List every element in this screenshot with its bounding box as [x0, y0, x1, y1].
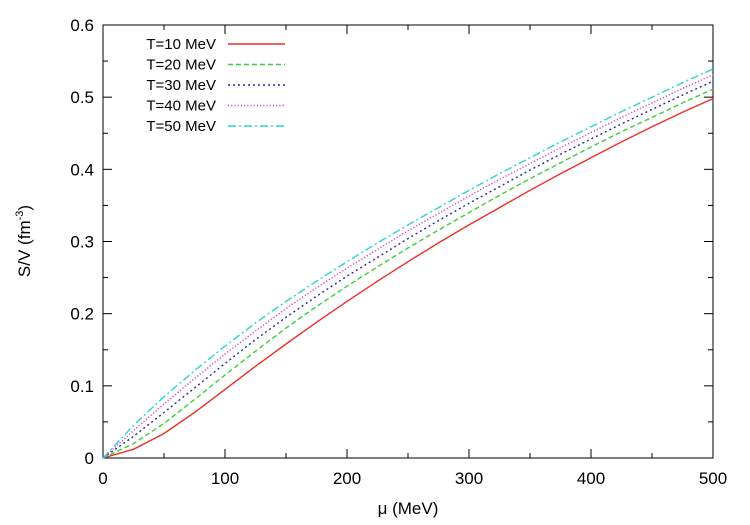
- series-line: [102, 88, 714, 459]
- x-tick-label: 500: [699, 469, 727, 488]
- legend-label: T=40 MeV: [146, 98, 216, 115]
- x-tick-label: 0: [98, 469, 107, 488]
- x-tick-label: 300: [455, 469, 483, 488]
- x-tick-label: 200: [333, 469, 361, 488]
- series-line: [102, 97, 714, 459]
- x-tick-label: 100: [211, 469, 239, 488]
- y-tick-label: 0: [85, 449, 94, 468]
- series-line: [102, 80, 714, 459]
- legend-label: T=10 MeV: [146, 36, 216, 53]
- legend-label: T=30 MeV: [146, 77, 216, 94]
- series-line: [102, 68, 714, 459]
- y-tick-label: 0.6: [70, 16, 94, 35]
- y-axis-label: S/V (fm-3): [14, 205, 34, 277]
- y-tick-label: 0.5: [70, 88, 94, 107]
- y-tick-label: 0.1: [70, 377, 94, 396]
- y-axis-label-main: S/V (fm: [15, 220, 34, 277]
- series-line: [102, 74, 714, 459]
- y-axis-label-close: ): [15, 205, 34, 211]
- x-axis-label: μ (MeV): [378, 499, 439, 518]
- legend-label: T=50 MeV: [146, 118, 216, 135]
- y-axis-label-superscript: -3: [14, 211, 26, 221]
- tick-labels: 0 100 200 300 400 500 0 0.1 0.2 0.3 0.4 0.5 0.6: [70, 16, 727, 488]
- legend: T=10 MeV T=20 MeV T=30 MeV T=40 MeV T=50 MeV: [146, 36, 285, 135]
- y-tick-label: 0.2: [70, 305, 94, 324]
- x-tick-label: 400: [577, 469, 605, 488]
- legend-label: T=20 MeV: [146, 57, 216, 74]
- y-tick-label: 0.3: [70, 233, 94, 252]
- tick-marks: [102, 24, 714, 459]
- y-tick-label: 0.4: [70, 160, 94, 179]
- series-lines: [102, 68, 714, 459]
